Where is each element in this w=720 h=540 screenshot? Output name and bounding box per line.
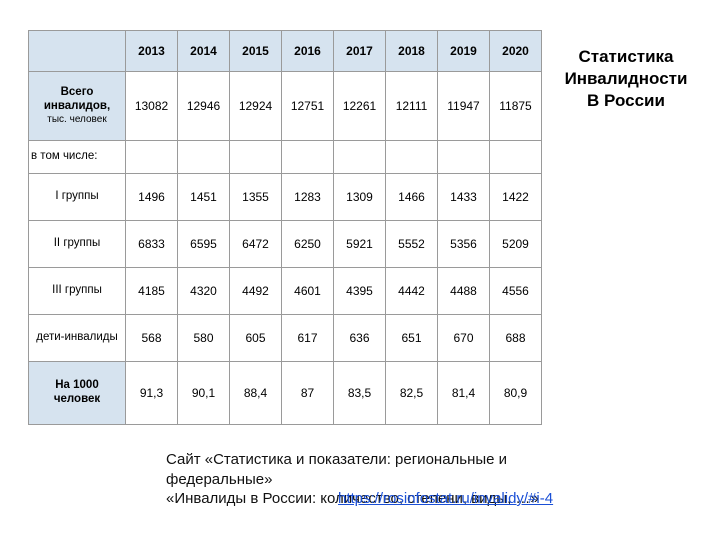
side-title: Статистика Инвалидности В России — [556, 46, 696, 112]
cell-g1-2016: 1283 — [282, 174, 334, 221]
year-header-2018: 2018 — [386, 31, 438, 72]
year-header-2013: 2013 — [126, 31, 178, 72]
row-label-total: Всего инвалидов,тыс. человек — [29, 72, 126, 141]
disability-table: 20132014201520162017201820192020 Всего и… — [28, 30, 542, 425]
caption-l1: Сайт «Статистика и показатели: региональ… — [166, 450, 606, 489]
cell-g1-2015: 1355 — [230, 174, 282, 221]
cell-per1000-2020: 80,9 — [490, 362, 542, 425]
cell-g2-2017: 5921 — [334, 221, 386, 268]
cell-g3-2016: 4601 — [282, 268, 334, 315]
row-label-per1000: На 1000 человек — [29, 362, 126, 425]
cell-total-2020: 11875 — [490, 72, 542, 141]
cell-g3-2014: 4320 — [178, 268, 230, 315]
cell-g1-2013: 1496 — [126, 174, 178, 221]
cell-total-2017: 12261 — [334, 72, 386, 141]
row-label-kids: дети-инвалиды — [29, 315, 126, 362]
cell-total-2019: 11947 — [438, 72, 490, 141]
cell-g1-2020: 1422 — [490, 174, 542, 221]
cell-kids-2017: 636 — [334, 315, 386, 362]
cell-per1000-2019: 81,4 — [438, 362, 490, 425]
cell-g1-2019: 1433 — [438, 174, 490, 221]
cell-per1000-2013: 91,3 — [126, 362, 178, 425]
year-header-2015: 2015 — [230, 31, 282, 72]
year-header-2014: 2014 — [178, 31, 230, 72]
side-title-l2: Инвалидности — [556, 68, 696, 90]
cell-kids-2020: 688 — [490, 315, 542, 362]
row-label-g2: II группы — [29, 221, 126, 268]
cell-g2-2015: 6472 — [230, 221, 282, 268]
cell-g2-2019: 5356 — [438, 221, 490, 268]
cell-g2-2014: 6595 — [178, 221, 230, 268]
row-label-g3: III группы — [29, 268, 126, 315]
cell-kids-2018: 651 — [386, 315, 438, 362]
cell-per1000-2017: 83,5 — [334, 362, 386, 425]
cell-g3-2019: 4488 — [438, 268, 490, 315]
cell-kids-2016: 617 — [282, 315, 334, 362]
cell-total-2013: 13082 — [126, 72, 178, 141]
cell-g2-2020: 5209 — [490, 221, 542, 268]
table-corner — [29, 31, 126, 72]
source-link[interactable]: https://rosinfostat.ru/invalidy/#i-4 — [338, 490, 553, 507]
cell-g3-2018: 4442 — [386, 268, 438, 315]
cell-total-2014: 12946 — [178, 72, 230, 141]
cell-g3-2013: 4185 — [126, 268, 178, 315]
cell-g2-2016: 6250 — [282, 221, 334, 268]
year-header-2019: 2019 — [438, 31, 490, 72]
cell-g3-2017: 4395 — [334, 268, 386, 315]
cell-kids-2019: 670 — [438, 315, 490, 362]
row-label-g1: I группы — [29, 174, 126, 221]
cell-kids-2014: 580 — [178, 315, 230, 362]
cell-total-2018: 12111 — [386, 72, 438, 141]
row-label-subhead: в том числе: — [29, 141, 126, 174]
cell-g1-2017: 1309 — [334, 174, 386, 221]
cell-g2-2018: 5552 — [386, 221, 438, 268]
cell-per1000-2018: 82,5 — [386, 362, 438, 425]
cell-per1000-2014: 90,1 — [178, 362, 230, 425]
year-header-2017: 2017 — [334, 31, 386, 72]
cell-g2-2013: 6833 — [126, 221, 178, 268]
year-header-2020: 2020 — [490, 31, 542, 72]
cell-g1-2018: 1466 — [386, 174, 438, 221]
cell-g3-2020: 4556 — [490, 268, 542, 315]
cell-g1-2014: 1451 — [178, 174, 230, 221]
year-header-2016: 2016 — [282, 31, 334, 72]
cell-total-2015: 12924 — [230, 72, 282, 141]
side-title-l1: Статистика — [556, 46, 696, 68]
cell-kids-2015: 605 — [230, 315, 282, 362]
cell-g3-2015: 4492 — [230, 268, 282, 315]
cell-per1000-2016: 87 — [282, 362, 334, 425]
cell-total-2016: 12751 — [282, 72, 334, 141]
cell-kids-2013: 568 — [126, 315, 178, 362]
side-title-l3: В России — [556, 90, 696, 112]
cell-per1000-2015: 88,4 — [230, 362, 282, 425]
